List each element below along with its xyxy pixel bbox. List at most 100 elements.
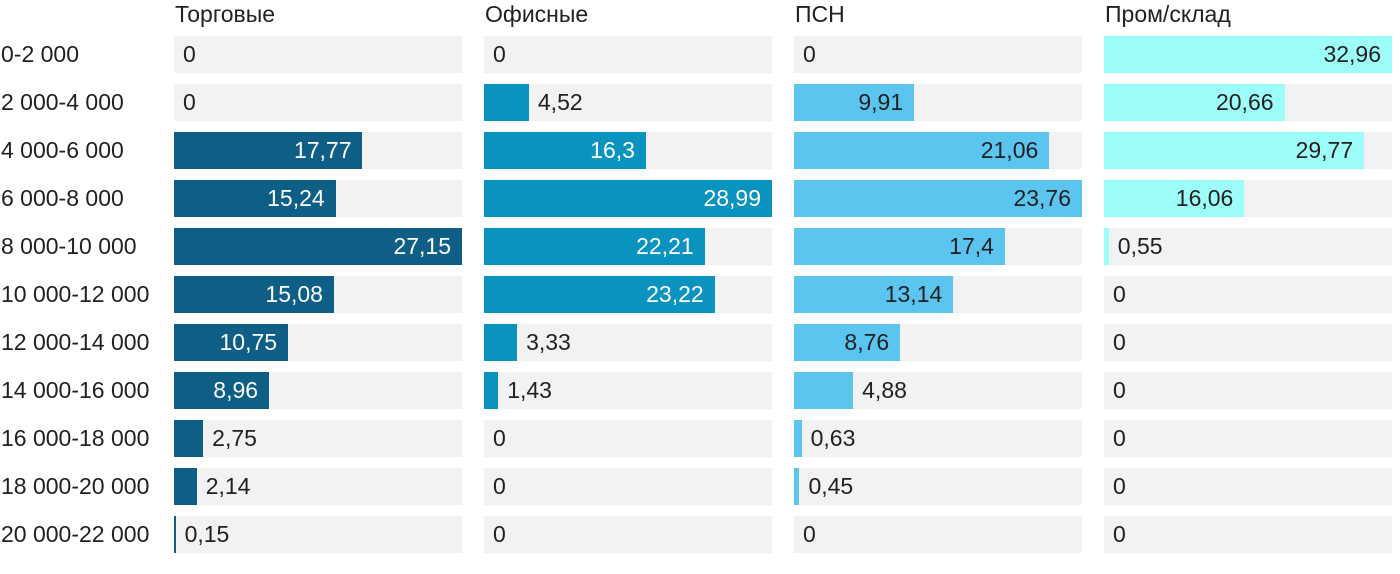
bar-track: 0 [794, 516, 1082, 553]
bar[interactable] [484, 324, 518, 361]
row-label: 0-2 000 [1, 41, 80, 67]
chart-row: 8 000-10 000 27,15 22,21 17,4 0,55 [0, 228, 1392, 265]
chart-row: 0-2 000 0 0 0 32,96 [0, 36, 1392, 73]
bar-value-label: 0 [1113, 473, 1126, 499]
bar-value-label: 0 [493, 473, 506, 499]
bar-value-label: 10,75 [219, 329, 278, 355]
chart-header-row: Торговые Офисные ПСН Пром/склад [0, 3, 1392, 26]
bar[interactable] [174, 276, 334, 313]
bar-track: 8,76 [794, 324, 1082, 361]
bar-value-label: 13,14 [884, 281, 943, 307]
chart-row: 6 000-8 000 15,24 28,99 23,76 16,06 [0, 180, 1392, 217]
bar-value-label: 2,75 [212, 425, 257, 451]
bar[interactable] [1104, 84, 1285, 121]
bar[interactable] [174, 516, 176, 553]
bar-value-label: 0 [1113, 425, 1126, 451]
bar[interactable] [1104, 36, 1392, 73]
bar-value-label: 0 [1113, 281, 1126, 307]
column-header-torgovye: Торговые [175, 1, 276, 27]
bar-track: 23,22 [484, 276, 772, 313]
bar-value-label: 9,91 [858, 89, 904, 115]
bar-value-label: 15,24 [267, 185, 325, 211]
bar-track: 16,3 [484, 132, 772, 169]
bar-value-label: 0 [1113, 329, 1126, 355]
bar-value-label: 0 [493, 521, 506, 547]
bar-value-label: 0 [183, 89, 196, 115]
bar-value-label: 22,21 [636, 233, 694, 259]
bar-track: 15,24 [174, 180, 462, 217]
bar-value-label: 29,77 [1295, 137, 1354, 163]
header-spacer [0, 3, 152, 26]
bar[interactable] [174, 132, 363, 169]
chart-row: 20 000-22 000 0,15 0 0 0 [0, 516, 1392, 553]
chart-row: 2 000-4 000 0 4,52 9,91 20,66 [0, 84, 1392, 121]
bar-value-label: 21,06 [980, 137, 1039, 163]
row-label: 18 000-20 000 [1, 473, 150, 499]
bar[interactable] [174, 228, 462, 265]
bar[interactable] [174, 468, 197, 505]
bar-track: 0 [1104, 276, 1392, 313]
chart-row: 4 000-6 000 17,77 16,3 21,06 29,77 [0, 132, 1392, 169]
bar[interactable] [1104, 132, 1365, 169]
bar-track: 0 [1104, 516, 1392, 553]
bar-track: 10,75 [174, 324, 462, 361]
bar-track: 9,91 [794, 84, 1082, 121]
bar[interactable] [1104, 180, 1245, 217]
bar[interactable] [484, 180, 772, 217]
column-header-prom-sklad: Пром/склад [1105, 1, 1231, 27]
bar[interactable] [174, 324, 289, 361]
bar-track: 2,14 [174, 468, 462, 505]
bar[interactable] [794, 132, 1050, 169]
bar-track: 4,52 [484, 84, 772, 121]
bar-track: 15,08 [174, 276, 462, 313]
row-label: 2 000-4 000 [1, 89, 124, 115]
bar-value-label: 23,76 [1013, 185, 1071, 211]
bar[interactable] [174, 372, 270, 409]
bar[interactable] [1104, 228, 1109, 265]
bar[interactable] [174, 420, 204, 457]
bar-value-label: 2,14 [205, 473, 251, 499]
bar[interactable] [484, 276, 715, 313]
bar-track: 4,88 [794, 372, 1082, 409]
bar[interactable] [794, 372, 854, 409]
bar-value-label: 20,66 [1215, 89, 1274, 115]
bar-track: 21,06 [794, 132, 1082, 169]
bar-track: 23,76 [794, 180, 1082, 217]
bar[interactable] [174, 180, 336, 217]
bar[interactable] [794, 276, 954, 313]
bar[interactable] [794, 84, 915, 121]
bar[interactable] [794, 324, 901, 361]
bar[interactable] [484, 372, 499, 409]
bar-value-label: 27,15 [393, 233, 451, 259]
bar-value-label: 3,33 [526, 329, 571, 355]
chart-row: 10 000-12 000 15,08 23,22 13,14 0 [0, 276, 1392, 313]
bar-track: 0 [174, 36, 462, 73]
row-label: 14 000-16 000 [1, 377, 150, 403]
bar[interactable] [794, 228, 1005, 265]
bar-value-label: 1,43 [507, 377, 552, 403]
bar-value-label: 0 [493, 425, 506, 451]
bar-track: 2,75 [174, 420, 462, 457]
chart-row: 18 000-20 000 2,14 0 0,45 0 [0, 468, 1392, 505]
bar-track: 0 [794, 36, 1082, 73]
bar[interactable] [484, 84, 529, 121]
bar[interactable] [794, 180, 1082, 217]
bar-track: 28,99 [484, 180, 772, 217]
bar-track: 22,21 [484, 228, 772, 265]
bar-value-label: 0 [1113, 521, 1126, 547]
bar-track: 0,55 [1104, 228, 1392, 265]
bar[interactable] [794, 468, 800, 505]
bar-value-label: 0 [803, 41, 816, 67]
bar-track: 16,06 [1104, 180, 1392, 217]
bar[interactable] [484, 228, 705, 265]
bar[interactable] [484, 132, 646, 169]
bar-track: 13,14 [794, 276, 1082, 313]
chart-row: 16 000-18 000 2,75 0 0,63 0 [0, 420, 1392, 457]
bar[interactable] [794, 420, 802, 457]
bar-track: 17,77 [174, 132, 462, 169]
bar-value-label: 28,99 [703, 185, 761, 211]
bar-track: 0 [484, 420, 772, 457]
bar-value-label: 0 [1113, 377, 1126, 403]
chart-row: 12 000-14 000 10,75 3,33 8,76 0 [0, 324, 1392, 361]
column-header-psn: ПСН [795, 1, 845, 27]
